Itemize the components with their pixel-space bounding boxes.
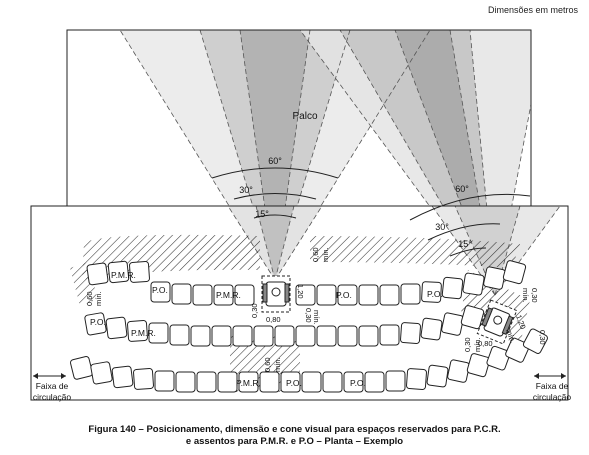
angle-60-right: 60° <box>455 184 469 194</box>
label-po-row2-left: P.O. <box>90 317 106 327</box>
angle-arcs-right <box>409 193 531 257</box>
hatch-front-right <box>310 236 520 268</box>
dim-min-center: mín. <box>312 310 321 325</box>
dim-030-right-mid: 0,30 <box>538 330 547 345</box>
circulation-left-line1: Faixa de <box>36 381 69 391</box>
label-pmr-row3: P.M.R. <box>236 378 261 388</box>
cone-15-right <box>395 30 480 206</box>
stage-label: Palco <box>292 111 317 122</box>
dim-030-center-b: 0,30 <box>304 308 313 323</box>
dim-min-right-top: mín. <box>521 288 530 303</box>
circulation-right-line2: circulação <box>533 392 572 402</box>
wheelchair-space-center <box>261 275 291 313</box>
figure-caption-line2: e assentos para P.M.R. e P.O – Planta – … <box>185 436 404 447</box>
dim-060-center-top: 0,60 <box>311 247 320 262</box>
label-po-row1-right: P.O. <box>427 289 443 299</box>
angle-30-center: 30° <box>239 185 253 195</box>
dim-030-right-top: 0,30 <box>530 288 539 303</box>
units-note: Dimensões em metros <box>488 5 579 15</box>
visual-cones <box>119 30 531 206</box>
dim-060-left: 0,60 <box>85 291 94 306</box>
label-po-row3-right: P.O. <box>350 378 366 388</box>
label-pmr-row1-center: P.M.R. <box>216 290 241 300</box>
dim-030-right-low: 0,30 <box>463 337 472 352</box>
label-po-row3-middle: P.O. <box>286 378 302 388</box>
dim-080-right: 0,80 <box>478 339 493 348</box>
dim-080-center: 0,80 <box>266 315 281 324</box>
angle-15-center: 15° <box>255 209 269 219</box>
circulation-right-line1: Faixa de <box>536 381 569 391</box>
cone-15-center <box>240 30 310 206</box>
dim-min-center-top: mín. <box>321 247 330 262</box>
seat-row-3 <box>69 328 548 393</box>
label-pmr-row2-left: P.M.R. <box>131 328 156 338</box>
seat-row-1 <box>86 260 527 306</box>
dim-120-center: 1,20 <box>296 284 305 299</box>
dim-min-left: mín. <box>94 291 103 306</box>
dim-030-center-a: 0,30 <box>250 303 259 318</box>
hatch-side-left <box>70 262 98 306</box>
angle-30-right: 30° <box>435 222 449 232</box>
dim-060-center-bottom: 0,60 <box>263 357 272 372</box>
angle-arcs-center <box>211 167 339 219</box>
angle-60-center: 60° <box>268 156 282 166</box>
wheelchair-space-right <box>476 299 518 345</box>
label-pmr-row1-left: P.M.R. <box>111 270 136 280</box>
circulation-right: Faixa de circulação <box>533 373 572 402</box>
angle-15-right: 15° <box>458 239 472 249</box>
circulation-left: Faixa de circulação <box>33 373 72 402</box>
label-po-row1-center: P.O. <box>336 290 352 300</box>
dim-min-right-low: mín. <box>473 337 482 352</box>
figure-caption-line1: Figura 140 – Posicionamento, dimensão e … <box>88 424 501 435</box>
label-po-row1-left: P.O. <box>152 285 168 295</box>
circulation-left-line2: circulação <box>33 392 72 402</box>
seat-row-2 <box>84 305 485 347</box>
dim-min-center-bottom: mín. <box>273 357 282 372</box>
